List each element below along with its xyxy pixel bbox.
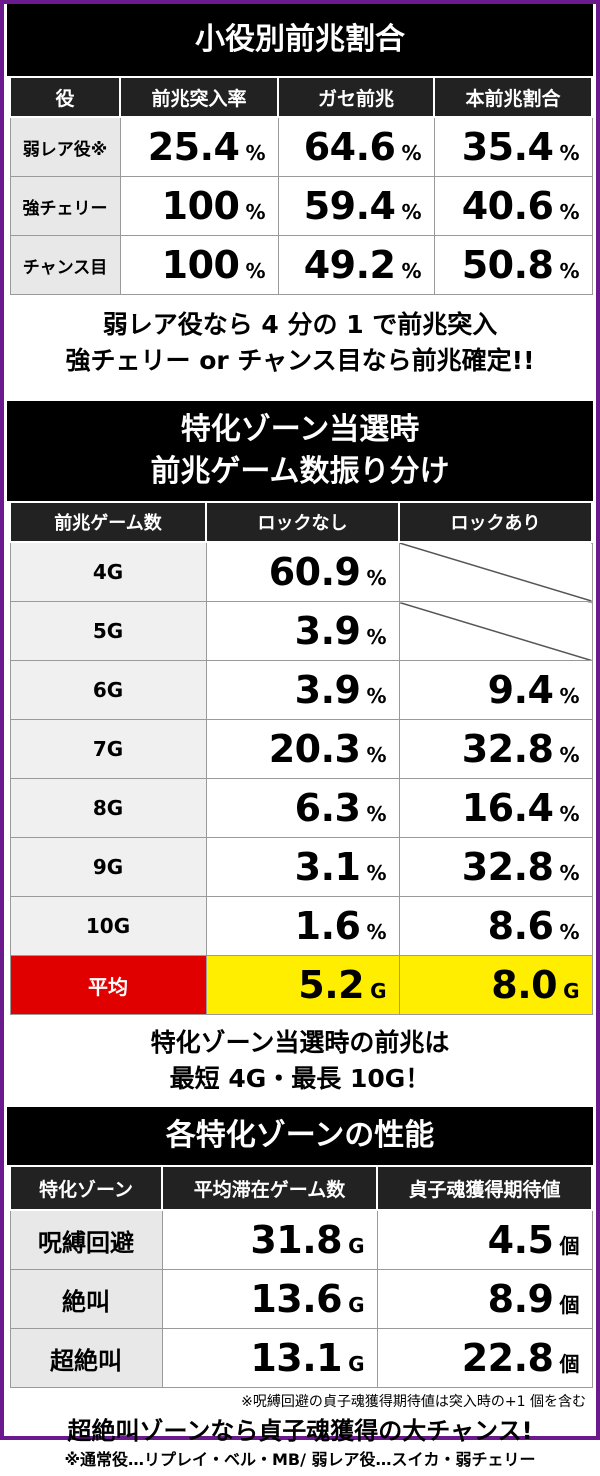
- value-cell: 60.9%: [205, 541, 400, 602]
- row-label: 7G: [9, 719, 207, 779]
- value-cell: 8.9 個: [376, 1269, 593, 1329]
- value-cell: 13.6 G: [161, 1269, 378, 1329]
- value-cell: 8.6%: [398, 896, 593, 956]
- row-label: 9G: [9, 837, 207, 897]
- value-cell: 49.2%: [277, 235, 435, 295]
- note-line: 弱レア役なら 4 分の 1 で前兆突入: [102, 310, 498, 339]
- value-cell: 20.3%: [205, 719, 400, 779]
- note-line: 最短 4G・最長 10G！: [169, 1064, 431, 1093]
- header-role: 役: [9, 76, 121, 118]
- table-header-row: 特化ゾーン 平均滞在ゲーム数 貞子魂獲得期待値: [9, 1165, 593, 1211]
- row-label: 強チェリー: [9, 176, 121, 236]
- table-header-row: 役 前兆突入率 ガセ前兆 本前兆割合: [9, 76, 593, 118]
- title-line: 前兆ゲーム数振り分け: [150, 454, 450, 489]
- empty-slash-cell: [398, 541, 593, 602]
- value-cell: 3.9%: [205, 660, 400, 720]
- table-row: 絶叫 13.6 G 8.9 個: [9, 1269, 593, 1329]
- section2-title: 特化ゾーン当選時 前兆ゲーム数振り分け: [7, 401, 593, 501]
- empty-slash-cell: [398, 601, 593, 661]
- row-label: 8G: [9, 778, 207, 838]
- value-cell: 100%: [119, 176, 279, 236]
- table-header-row: 前兆ゲーム数 ロックなし ロックあり: [9, 501, 593, 543]
- row-label: 6G: [9, 660, 207, 720]
- header-fake-omen: ガセ前兆: [277, 76, 435, 118]
- value-cell: 59.4%: [277, 176, 435, 236]
- value-cell: 22.8 個: [376, 1328, 593, 1388]
- value-cell: 13.1 G: [161, 1328, 378, 1388]
- value-cell: 3.1%: [205, 837, 400, 897]
- row-label: 5G: [9, 601, 207, 661]
- average-row: 平均 5.2 G 8.0 G: [9, 955, 593, 1015]
- value-cell: 3.9%: [205, 601, 400, 661]
- table-row: 7G 20.3% 32.8%: [9, 719, 593, 779]
- table-row: チャンス目 100% 49.2% 50.8%: [9, 235, 593, 295]
- table-row: 4G 60.9%: [9, 541, 593, 602]
- table-row: 弱レア役※ 25.4% 64.6% 35.4%: [9, 116, 593, 177]
- table-row: 9G 3.1% 32.8%: [9, 837, 593, 897]
- row-label: 超絶叫: [9, 1328, 163, 1388]
- table-row: 5G 3.9%: [9, 601, 593, 661]
- value-cell: 16.4%: [398, 778, 593, 838]
- value-cell: 64.6%: [277, 116, 435, 177]
- table-row: 6G 3.9% 9.4%: [9, 660, 593, 720]
- header-lock: ロックあり: [398, 501, 593, 543]
- value-cell: 100%: [119, 235, 279, 295]
- value-cell: 32.8%: [398, 719, 593, 779]
- value-cell: 1.6%: [205, 896, 400, 956]
- preomen-rate-table: 役 前兆突入率 ガセ前兆 本前兆割合 弱レア役※ 25.4% 64.6% 35.…: [9, 76, 593, 295]
- header-omen-games: 前兆ゲーム数: [9, 501, 207, 543]
- note-line: 特化ゾーン当選時の前兆は: [150, 1028, 450, 1057]
- table-row: 8G 6.3% 16.4%: [9, 778, 593, 838]
- average-value: 5.2 G: [205, 955, 400, 1015]
- omen-games-table: 前兆ゲーム数 ロックなし ロックあり 4G 60.9% 5G 3.9% 6G 3…: [9, 501, 593, 1015]
- header-zone: 特化ゾーン: [9, 1165, 163, 1211]
- note-line: 強チェリー or チャンス目なら前兆確定!!: [65, 346, 535, 375]
- content: 小役別前兆割合 役 前兆突入率 ガセ前兆 本前兆割合 弱レア役※ 25.4% 6…: [4, 4, 596, 1449]
- row-label: 絶叫: [9, 1269, 163, 1329]
- value-cell: 6.3%: [205, 778, 400, 838]
- value-cell: 50.8%: [433, 235, 593, 295]
- title-line: 特化ゾーン当選時: [180, 412, 420, 447]
- footnote: ※呪縛回避の貞子魂獲得期待値は突入時の+1 個を含む: [241, 1394, 586, 1410]
- value-cell: 25.4%: [119, 116, 279, 177]
- section1-title: 小役別前兆割合: [7, 4, 593, 76]
- value-cell: 4.5 個: [376, 1209, 593, 1270]
- header-entry-rate: 前兆突入率: [119, 76, 279, 118]
- row-label: 呪縛回避: [9, 1209, 163, 1270]
- header-true-omen: 本前兆割合: [433, 76, 593, 118]
- header-expectation: 貞子魂獲得期待値: [376, 1165, 593, 1211]
- average-label: 平均: [9, 955, 207, 1015]
- row-label: 弱レア役※: [9, 116, 121, 177]
- table-row: 呪縛回避 31.8 G 4.5 個: [9, 1209, 593, 1270]
- value-cell: 35.4%: [433, 116, 593, 177]
- value-cell: 9.4%: [398, 660, 593, 720]
- zone-performance-table: 特化ゾーン 平均滞在ゲーム数 貞子魂獲得期待値 呪縛回避 31.8 G 4.5 個 …: [9, 1165, 593, 1388]
- header-avg-games: 平均滞在ゲーム数: [161, 1165, 378, 1211]
- value-cell: 31.8 G: [161, 1209, 378, 1270]
- section3-note: 超絶叫ゾーンなら貞子魂獲得の大チャンス!: [67, 1417, 533, 1445]
- header-no-lock: ロックなし: [205, 501, 400, 543]
- section3-title: 各特化ゾーンの性能: [7, 1107, 593, 1165]
- table-row: 強チェリー 100% 59.4% 40.6%: [9, 176, 593, 236]
- section1-note: 弱レア役なら 4 分の 1 で前兆突入 強チェリー or チャンス目なら前兆確定…: [4, 307, 596, 391]
- table-row: 10G 1.6% 8.6%: [9, 896, 593, 956]
- average-value: 8.0 G: [398, 955, 593, 1015]
- value-cell: 40.6%: [433, 176, 593, 236]
- row-label: 10G: [9, 896, 207, 956]
- table-row: 超絶叫 13.1 G 22.8 個: [9, 1328, 593, 1388]
- footer-note: ※通常役…リプレイ・ベル・MB/ 弱レア役…スイカ・弱チェリー: [64, 1450, 536, 1469]
- value-cell: 32.8%: [398, 837, 593, 897]
- section2-note: 特化ゾーン当選時の前兆は 最短 4G・最長 10G！: [4, 1025, 596, 1101]
- row-label: 4G: [9, 541, 207, 602]
- row-label: チャンス目: [9, 235, 121, 295]
